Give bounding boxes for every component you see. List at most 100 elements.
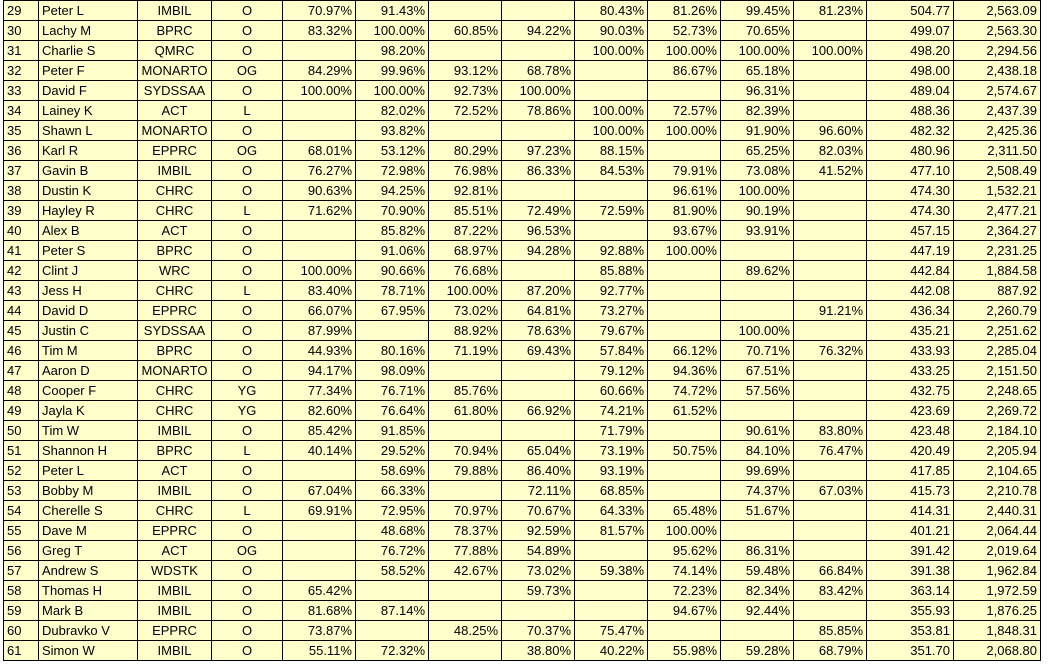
class-cell: O: [211, 600, 283, 621]
rank-cell: 48: [3, 380, 39, 401]
table-row: 42 Clint J WRC O 100.00% 90.66% 76.68% 85.88% 89…: [3, 260, 1041, 281]
percent-cell: 100.00%: [574, 100, 648, 121]
rank-cell: 30: [3, 20, 39, 41]
percent-cell: 82.34%: [720, 580, 794, 601]
percent-cell: 79.67%: [574, 320, 648, 341]
percent-cell: 67.04%: [282, 480, 356, 501]
percent-cell: 89.62%: [720, 260, 794, 281]
total-cell: 887.92: [953, 280, 1041, 301]
percent-cell: 97.23%: [501, 140, 575, 161]
percent-cell: 100.00%: [647, 120, 721, 141]
score-cell: 474.30: [866, 200, 954, 221]
percent-cell: 68.79%: [793, 640, 867, 661]
percent-cell: 68.78%: [501, 60, 575, 81]
percent-cell: 64.33%: [574, 500, 648, 521]
score-cell: 391.38: [866, 560, 954, 581]
percent-cell: 65.18%: [720, 60, 794, 81]
class-cell: L: [211, 500, 283, 521]
class-cell: O: [211, 20, 283, 41]
club-cell: MONARTO: [137, 60, 212, 81]
percent-cell: [428, 580, 502, 601]
rank-cell: 47: [3, 360, 39, 381]
results-table: 29 Peter L IMBIL O 70.97% 91.43% 80.43% 81.26% 9…: [3, 0, 1041, 661]
class-cell: YG: [211, 380, 283, 401]
class-cell: L: [211, 100, 283, 121]
club-cell: CHRC: [137, 500, 212, 521]
club-cell: CHRC: [137, 400, 212, 421]
class-cell: O: [211, 640, 283, 661]
club-cell: EPPRC: [137, 140, 212, 161]
percent-cell: 70.65%: [720, 20, 794, 41]
total-cell: 2,438.18: [953, 60, 1041, 81]
rank-cell: 29: [3, 0, 39, 21]
percent-cell: 65.25%: [720, 140, 794, 161]
percent-cell: 85.85%: [793, 620, 867, 641]
total-cell: 2,210.78: [953, 480, 1041, 501]
percent-cell: 73.87%: [282, 620, 356, 641]
club-cell: WRC: [137, 260, 212, 281]
table-row: 45 Justin C SYDSSAA O 87.99% 88.92% 78.63% 79.6…: [3, 320, 1041, 341]
percent-cell: 93.67%: [647, 220, 721, 241]
percent-cell: 93.12%: [428, 60, 502, 81]
percent-cell: [428, 480, 502, 501]
shooter-name-cell: Aaron D: [38, 360, 138, 381]
class-cell: O: [211, 420, 283, 441]
percent-cell: 75.47%: [574, 620, 648, 641]
shooter-name-cell: Dave M: [38, 520, 138, 541]
rank-cell: 40: [3, 220, 39, 241]
total-cell: 2,269.72: [953, 400, 1041, 421]
total-cell: 2,285.04: [953, 340, 1041, 361]
club-cell: MONARTO: [137, 360, 212, 381]
club-cell: BPRC: [137, 340, 212, 361]
percent-cell: 70.37%: [501, 620, 575, 641]
total-cell: 2,231.25: [953, 240, 1041, 261]
total-cell: 2,205.94: [953, 440, 1041, 461]
percent-cell: 73.27%: [574, 300, 648, 321]
score-cell: 499.07: [866, 20, 954, 41]
table-row: 58 Thomas H IMBIL O 65.42% 59.73% 72.23% 82.34%…: [3, 580, 1041, 601]
percent-cell: 42.67%: [428, 560, 502, 581]
percent-cell: 67.51%: [720, 360, 794, 381]
rank-cell: 34: [3, 100, 39, 121]
score-cell: 477.10: [866, 160, 954, 181]
rank-cell: 59: [3, 600, 39, 621]
percent-cell: 80.29%: [428, 140, 502, 161]
shooter-name-cell: Charlie S: [38, 40, 138, 61]
score-cell: 498.00: [866, 60, 954, 81]
percent-cell: 98.09%: [355, 360, 429, 381]
percent-cell: 91.43%: [355, 0, 429, 21]
percent-cell: 100.00%: [720, 180, 794, 201]
shooter-name-cell: Simon W: [38, 640, 138, 661]
percent-cell: 83.42%: [793, 580, 867, 601]
percent-cell: 100.00%: [647, 40, 721, 61]
percent-cell: 66.12%: [647, 340, 721, 361]
percent-cell: [720, 280, 794, 301]
percent-cell: [428, 600, 502, 621]
percent-cell: 73.02%: [428, 300, 502, 321]
percent-cell: 88.15%: [574, 140, 648, 161]
percent-cell: 85.82%: [355, 220, 429, 241]
percent-cell: 94.36%: [647, 360, 721, 381]
rank-cell: 51: [3, 440, 39, 461]
club-cell: ACT: [137, 100, 212, 121]
percent-cell: 99.69%: [720, 460, 794, 481]
total-cell: 2,311.50: [953, 140, 1041, 161]
percent-cell: 70.67%: [501, 500, 575, 521]
percent-cell: 29.52%: [355, 440, 429, 461]
percent-cell: [647, 460, 721, 481]
class-cell: OG: [211, 60, 283, 81]
score-cell: 433.25: [866, 360, 954, 381]
percent-cell: 96.61%: [647, 180, 721, 201]
percent-cell: 86.67%: [647, 60, 721, 81]
percent-cell: 65.04%: [501, 440, 575, 461]
shooter-name-cell: David D: [38, 300, 138, 321]
percent-cell: 82.60%: [282, 400, 356, 421]
percent-cell: 85.76%: [428, 380, 502, 401]
percent-cell: 87.22%: [428, 220, 502, 241]
percent-cell: 58.52%: [355, 560, 429, 581]
percent-cell: [501, 600, 575, 621]
percent-cell: [282, 560, 356, 581]
percent-cell: 100.00%: [428, 280, 502, 301]
percent-cell: [428, 420, 502, 441]
class-cell: L: [211, 280, 283, 301]
